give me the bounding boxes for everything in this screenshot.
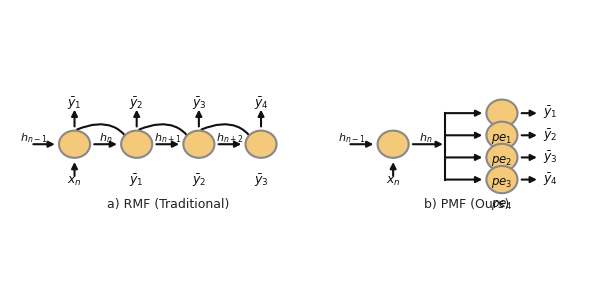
Text: $\bar{y}_1$: $\bar{y}_1$ — [130, 173, 144, 189]
Ellipse shape — [121, 130, 152, 158]
Text: $\bar{y}_3$: $\bar{y}_3$ — [543, 149, 558, 166]
Text: $pe_1$: $pe_1$ — [491, 132, 513, 146]
Text: $h_{n+1}$: $h_{n+1}$ — [154, 131, 182, 144]
Text: $\bar{y}_1$: $\bar{y}_1$ — [67, 96, 82, 113]
Text: $pe_3$: $pe_3$ — [491, 176, 513, 190]
Text: $pe_2$: $pe_2$ — [491, 154, 513, 168]
Ellipse shape — [184, 130, 214, 158]
Text: $h_{n-1}$: $h_{n-1}$ — [338, 131, 366, 144]
Text: $h_{n-1}$: $h_{n-1}$ — [20, 131, 48, 144]
Ellipse shape — [487, 99, 517, 127]
Text: $h_n$: $h_n$ — [419, 131, 433, 144]
Text: $\bar{y}_2$: $\bar{y}_2$ — [130, 96, 144, 113]
Text: b) PMF (Ours): b) PMF (Ours) — [424, 198, 510, 211]
Text: $h_n$: $h_n$ — [99, 131, 112, 144]
Ellipse shape — [246, 130, 276, 158]
Ellipse shape — [487, 122, 517, 149]
Text: $\bar{y}_4$: $\bar{y}_4$ — [543, 171, 558, 188]
Text: a) RMF (Traditional): a) RMF (Traditional) — [107, 198, 229, 211]
Text: $\bar{y}_2$: $\bar{y}_2$ — [192, 173, 206, 189]
Text: $\bar{y}_2$: $\bar{y}_2$ — [543, 127, 558, 144]
Text: $x_n$: $x_n$ — [386, 175, 400, 188]
Text: $x_n$: $x_n$ — [67, 175, 82, 188]
Text: $pe_4$: $pe_4$ — [491, 198, 513, 212]
Text: $\bar{y}_1$: $\bar{y}_1$ — [543, 105, 558, 122]
Text: $\bar{y}_3$: $\bar{y}_3$ — [254, 173, 268, 189]
Text: $\bar{y}_4$: $\bar{y}_4$ — [253, 96, 268, 113]
Text: $\bar{y}_3$: $\bar{y}_3$ — [191, 96, 206, 113]
Ellipse shape — [378, 130, 408, 158]
Text: $h_{n+2}$: $h_{n+2}$ — [216, 131, 244, 144]
Ellipse shape — [487, 144, 517, 171]
Ellipse shape — [59, 130, 90, 158]
Ellipse shape — [487, 166, 517, 193]
